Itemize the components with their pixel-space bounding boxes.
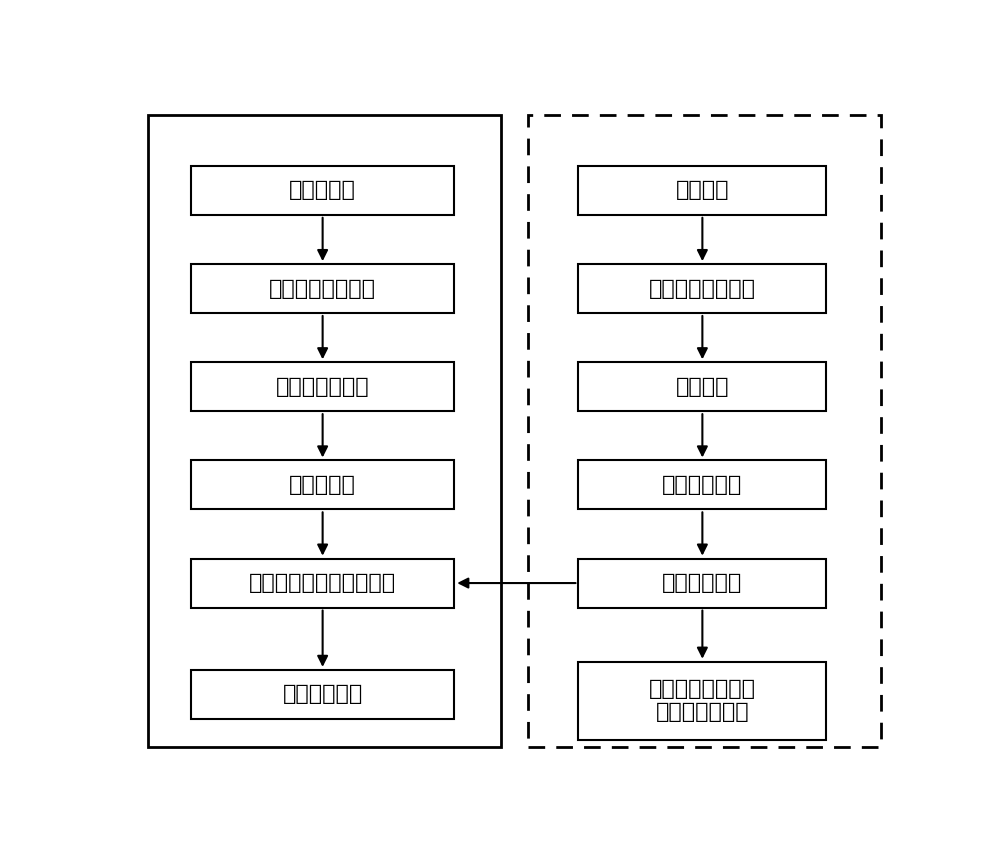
Bar <box>578 661 826 740</box>
Text: 枪声计数单元: 枪声计数单元 <box>662 573 742 593</box>
Text: 枪声击发时刻和结
束时刻计算单元: 枪声击发时刻和结 束时刻计算单元 <box>649 679 756 722</box>
Bar <box>191 461 454 509</box>
Bar <box>191 670 454 719</box>
Text: 短时幅度计算单元: 短时幅度计算单元 <box>649 279 756 298</box>
Text: 信号预处理模块: 信号预处理模块 <box>276 377 369 397</box>
Text: 微分单元: 微分单元 <box>676 377 729 397</box>
Bar <box>148 115 501 746</box>
Bar <box>578 362 826 411</box>
Text: 传声器模块: 传声器模块 <box>289 180 356 201</box>
Bar <box>191 166 454 215</box>
Bar <box>191 558 454 608</box>
Bar <box>578 264 826 313</box>
Bar <box>578 166 826 215</box>
Bar <box>578 461 826 509</box>
Text: 枪声信号采集模块: 枪声信号采集模块 <box>269 279 376 298</box>
Bar <box>528 115 881 746</box>
Text: 分帧单元: 分帧单元 <box>676 180 729 201</box>
Bar <box>191 264 454 313</box>
Text: 计数显示模块: 计数显示模块 <box>283 684 363 705</box>
Text: 枪声判定单元: 枪声判定单元 <box>662 475 742 495</box>
Bar <box>578 558 826 608</box>
Text: 枪声信号探测和计数模块: 枪声信号探测和计数模块 <box>249 573 396 593</box>
Bar <box>191 362 454 411</box>
Text: 滤波器模块: 滤波器模块 <box>289 475 356 495</box>
